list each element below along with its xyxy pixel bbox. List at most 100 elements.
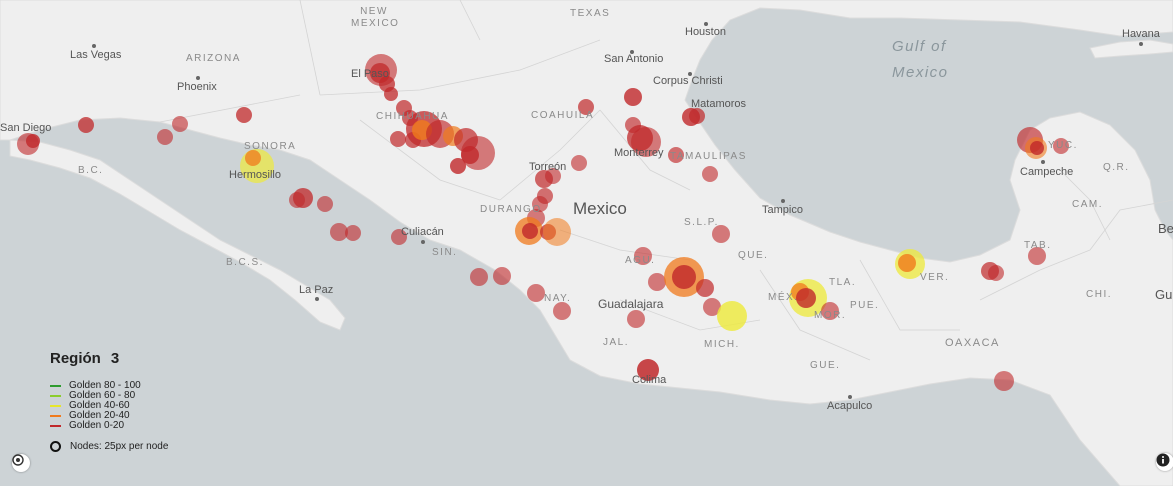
legend-item-label: Golden 0-20 (69, 420, 125, 431)
node (330, 223, 348, 241)
node (543, 218, 571, 246)
node (245, 150, 261, 166)
city-label-monterrey: Monterrey (614, 147, 664, 159)
node (717, 301, 747, 331)
state-label-que: QUE. (738, 250, 769, 261)
node (1028, 247, 1046, 265)
state-label-tla: TLA. (829, 277, 857, 288)
node (157, 129, 173, 145)
state-label-new-mexico: NEW MEXICO (351, 6, 400, 29)
node (637, 359, 659, 381)
legend-swatch (50, 395, 61, 397)
state-label-coahuila: COAHUILA (531, 110, 595, 121)
legend-nodes-label: Nodes: 25px per node (70, 441, 169, 452)
sea-label-gulf-of-mexico: Gulf of Mexico (892, 34, 949, 86)
legend-item-label: Golden 60 - 80 (69, 390, 136, 401)
city-label-acapulco: Acapulco (827, 400, 873, 412)
info-icon[interactable] (1156, 453, 1173, 471)
node (702, 166, 718, 182)
legend-item: Golden 40-60 (50, 401, 168, 411)
state-label-chihuahua: CHIHUAHUA (376, 111, 449, 122)
city-dot (781, 199, 785, 203)
node (648, 273, 666, 291)
state-label-qr: Q.R. (1103, 162, 1130, 173)
state-label-mex: MÉX. (768, 292, 799, 303)
node (668, 147, 684, 163)
city-dot (92, 44, 96, 48)
city-label-houston: Houston (685, 26, 726, 38)
node-ring-icon (50, 441, 61, 452)
country-label-mexico: Mexico (573, 199, 627, 218)
node (26, 134, 40, 148)
attribution-icon[interactable] (12, 454, 30, 472)
land-cuba (1089, 39, 1173, 59)
legend-item-label: Golden 40-60 (69, 400, 130, 411)
city-dot (315, 297, 319, 301)
city-dot (196, 76, 200, 80)
state-label-bc: B.C. (78, 165, 104, 176)
state-label-yuc: YUC. (1048, 140, 1078, 151)
city-dot (688, 72, 692, 76)
node (545, 168, 561, 184)
state-label-tamaulipas: TAMAULIPAS (670, 151, 747, 162)
state-label-oaxaca: OAXACA (945, 337, 1000, 349)
node (450, 158, 466, 174)
state-label-cam: CAM. (1072, 199, 1103, 210)
node-layer (17, 54, 1069, 391)
node (994, 371, 1014, 391)
legend-nodes: Nodes: 25px per node (50, 441, 168, 452)
node (391, 229, 407, 245)
state-label-durango: DURANGO (480, 204, 542, 215)
sea-label-line-1: Gulf of (892, 38, 947, 55)
node (1030, 141, 1044, 155)
legend-item: Golden 20-40 (50, 411, 168, 421)
state-label-sonora: SONORA (244, 141, 297, 152)
info-icon-glyph (1156, 453, 1170, 467)
city-label-san-antonio: San Antonio (604, 53, 664, 65)
state-label-tab: TAB. (1024, 240, 1052, 251)
node (634, 247, 652, 265)
node (821, 302, 839, 320)
state-label-pue: PUE. (850, 300, 880, 311)
state-label-chi: CHI. (1086, 289, 1112, 300)
node (624, 88, 642, 106)
city-label-campeche: Campeche (1020, 166, 1074, 178)
node (522, 223, 538, 239)
legend-region-number: 3 (110, 350, 120, 367)
state-label-slp: S.L.P. (684, 217, 719, 228)
legend-item: Golden 0-20 (50, 421, 168, 431)
legend-item: Golden 60 - 80 (50, 391, 168, 401)
node (493, 267, 511, 285)
node (78, 117, 94, 133)
legend-title: Región 3 (50, 350, 168, 367)
state-borders (159, 0, 1173, 361)
city-label-el-paso: El Paso (351, 68, 389, 80)
state-label-sin: SIN. (432, 247, 458, 258)
node (172, 116, 188, 132)
state-label-arizona: ARIZONA (186, 53, 241, 64)
node (1053, 138, 1069, 154)
city-label-hermosillo: Hermosillo (229, 169, 281, 181)
node (532, 196, 548, 212)
city-label-phoenix: Phoenix (177, 81, 217, 93)
legend-swatch (50, 425, 61, 427)
node (712, 225, 730, 243)
node (470, 268, 488, 286)
city-label-colima: Colima (632, 374, 667, 386)
state-label-mich: MICH. (704, 339, 740, 350)
node (317, 196, 333, 212)
state-label-mor: MOR. (814, 310, 847, 321)
city-label-san-diego: San Diego (0, 122, 52, 134)
node (527, 284, 545, 302)
node (796, 288, 816, 308)
node (672, 265, 696, 289)
city-dot (704, 22, 708, 26)
node (571, 155, 587, 171)
node (384, 87, 398, 101)
node (236, 107, 252, 123)
state-label-texas: TEXAS (570, 8, 611, 19)
node (289, 192, 305, 208)
state-label-agu: AGU. (625, 255, 656, 266)
